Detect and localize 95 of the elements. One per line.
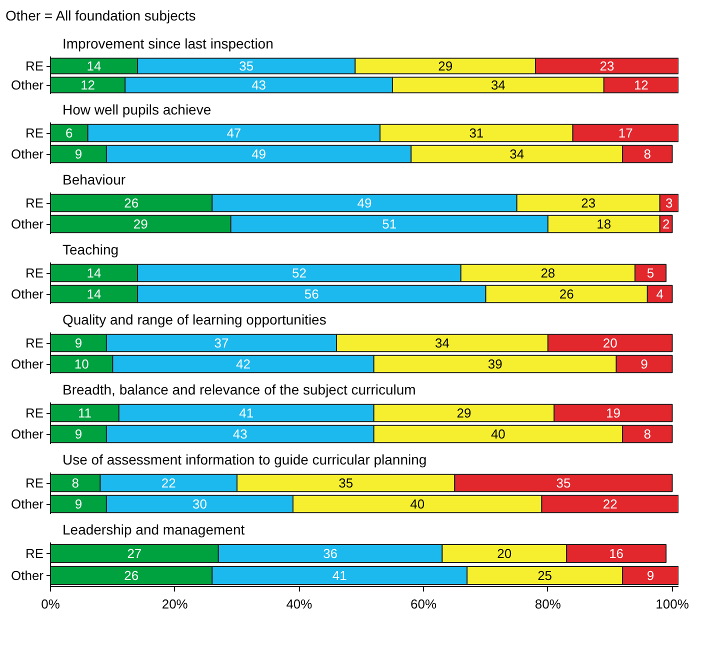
data-label: 34 — [434, 336, 450, 350]
text: Other = All foundation subjects — [6, 8, 196, 24]
y-tick-label: Other — [10, 356, 44, 372]
data-label: 31 — [469, 126, 484, 140]
y-tick-label: RE — [25, 196, 44, 210]
data-label: 6 — [66, 126, 73, 140]
data-label: 41 — [332, 568, 347, 583]
data-label: 16 — [609, 546, 624, 561]
data-label: 51 — [382, 216, 397, 232]
data-label: 4 — [656, 286, 664, 302]
data-label: 39 — [488, 356, 502, 372]
data-label: 20 — [497, 546, 512, 561]
chart-title: Teaching — [62, 242, 119, 258]
data-label: 42 — [236, 356, 250, 372]
data-label: 25 — [538, 568, 552, 583]
data-label: 36 — [323, 546, 338, 561]
data-label: 49 — [252, 146, 266, 162]
data-label: 14 — [86, 286, 102, 302]
y-tick-label: Other — [10, 496, 44, 512]
data-label: 40 — [410, 496, 425, 512]
data-label: 29 — [438, 58, 453, 74]
data-label: 9 — [74, 426, 82, 442]
data-label: 35 — [338, 476, 354, 490]
y-tick-label: Other — [10, 78, 44, 92]
data-label: 52 — [292, 266, 306, 280]
data-label: 49 — [357, 196, 372, 210]
data-label: 29 — [456, 406, 472, 420]
data-label: 43 — [252, 78, 266, 92]
data-label: 22 — [602, 496, 618, 512]
data-label: 27 — [127, 546, 142, 561]
data-label: 12 — [634, 78, 648, 92]
data-label: 35 — [556, 476, 571, 490]
chart-title: Breadth, balance and relevance of the subject curriculum — [62, 382, 416, 398]
data-label: 20 — [602, 336, 618, 350]
y-tick-label: RE — [25, 266, 44, 280]
y-tick-label: RE — [25, 476, 44, 490]
data-label: 8 — [644, 426, 652, 442]
data-label: 17 — [618, 126, 633, 140]
data-label: 26 — [124, 568, 139, 583]
y-tick-label: Other — [10, 146, 44, 162]
y-tick-label: RE — [25, 546, 44, 561]
data-label: 11 — [78, 406, 92, 420]
data-label: 41 — [239, 406, 254, 420]
x-tick-label: 60% — [410, 596, 438, 612]
y-tick-label: RE — [25, 126, 44, 140]
chart-title: Use of assessment information to guide curricular planning — [62, 452, 427, 468]
data-label: 26 — [124, 196, 139, 210]
data-label: 37 — [214, 336, 229, 350]
data-label: 5 — [646, 266, 654, 280]
data-label: 29 — [133, 216, 148, 232]
x-tick-label: 80% — [534, 596, 562, 612]
data-label: 28 — [540, 266, 556, 280]
data-label: 43 — [232, 426, 248, 442]
chart-title: How well pupils achieve — [62, 102, 212, 118]
x-tick-label: 100% — [656, 596, 690, 612]
data-label: 9 — [640, 356, 648, 372]
data-label: 14 — [86, 58, 102, 74]
data-label: 47 — [226, 126, 242, 140]
data-label: 9 — [74, 496, 82, 512]
data-label: 35 — [239, 58, 254, 74]
data-label: 34 — [510, 146, 524, 162]
y-tick-label: Other — [10, 568, 44, 583]
chart-title: Behaviour — [62, 172, 126, 188]
data-label: 34 — [490, 78, 506, 92]
data-label: 26 — [559, 286, 574, 302]
data-label: 18 — [596, 216, 612, 232]
chart-title: Improvement since last inspection — [62, 36, 274, 52]
data-label: 8 — [644, 146, 652, 162]
data-label: 14 — [86, 266, 102, 280]
data-label: 30 — [192, 496, 207, 512]
chart-title: Leadership and management — [62, 522, 245, 538]
y-tick-label: RE — [25, 336, 44, 350]
data-label: 56 — [304, 286, 319, 302]
data-label: 19 — [606, 406, 620, 420]
x-tick-label: 40% — [286, 596, 313, 612]
data-label: 2 — [662, 216, 670, 232]
y-tick-label: Other — [10, 216, 44, 232]
y-tick-label: RE — [25, 406, 44, 420]
data-label: 9 — [646, 568, 654, 583]
data-label: 23 — [600, 58, 614, 74]
x-tick-label: 0% — [41, 596, 60, 612]
data-label: 8 — [72, 476, 79, 490]
data-label: 3 — [666, 196, 673, 210]
data-label: 12 — [80, 78, 96, 92]
x-tick-label: 20% — [162, 596, 188, 612]
data-label: 10 — [74, 356, 89, 372]
data-label: 9 — [74, 336, 82, 350]
data-label: 40 — [490, 426, 506, 442]
data-label: 22 — [161, 476, 176, 490]
y-tick-label: Other — [10, 426, 44, 442]
chart-title: Quality and range of learning opportunities — [62, 312, 326, 328]
data-label: 23 — [581, 196, 596, 210]
y-tick-label: Other — [10, 286, 44, 302]
data-label: 9 — [74, 146, 82, 162]
y-tick-label: RE — [25, 58, 44, 74]
